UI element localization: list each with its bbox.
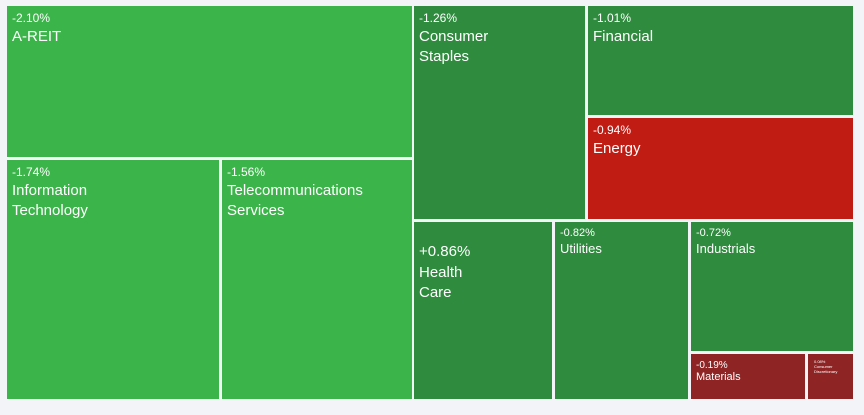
tile-label: Industrials bbox=[696, 241, 756, 256]
tile-financial[interactable]: -1.01% Financial bbox=[588, 6, 853, 115]
tile-change: -2.10% bbox=[12, 11, 51, 25]
tile-change: -0.82% bbox=[560, 227, 595, 239]
tile-industrials[interactable]: -0.72% Industrials bbox=[691, 222, 853, 351]
tile-utilities[interactable]: -0.82% Utilities bbox=[555, 222, 688, 399]
tile-label: Information Technology bbox=[12, 182, 88, 219]
tile-label: Energy bbox=[593, 140, 641, 157]
tile-change: -0.19% bbox=[696, 360, 728, 371]
tile-change: -0.72% bbox=[696, 227, 731, 239]
tile-change: -1.74% bbox=[12, 165, 51, 179]
tile-change: -0.94% bbox=[593, 123, 632, 137]
tile-change: +0.86% bbox=[419, 243, 471, 260]
tile-change: -1.26% bbox=[419, 11, 458, 25]
tile-a-reit[interactable]: -2.10% A-REIT bbox=[7, 6, 412, 157]
tile-energy[interactable]: -0.94% Energy bbox=[588, 118, 853, 219]
tile-label: Consumer Discretionary bbox=[814, 364, 838, 374]
tile-change: -1.56% bbox=[227, 165, 266, 179]
tile-label: Materials bbox=[696, 371, 741, 383]
tile-materials[interactable]: -0.19% Materials bbox=[691, 354, 805, 399]
tile-label: Utilities bbox=[560, 241, 602, 256]
tile-label: Telecommunications Services bbox=[227, 182, 363, 219]
tile-consumer-staples[interactable]: -1.26% Consumer Staples bbox=[414, 6, 585, 219]
tile-change: -1.01% bbox=[593, 11, 632, 25]
tile-information-technology[interactable]: -1.74% Information Technology bbox=[7, 160, 219, 399]
tile-telecommunications-services[interactable]: -1.56% Telecommunications Services bbox=[222, 160, 412, 399]
tile-label: Financial bbox=[593, 28, 654, 45]
tile-label: A-REIT bbox=[12, 28, 62, 45]
tile-health-care[interactable]: +0.86% Health Care bbox=[414, 222, 552, 399]
tile-label: Health Care bbox=[419, 264, 463, 301]
tile-consumer-discretionary[interactable]: 0.08% Consumer Discretionary bbox=[808, 354, 853, 399]
tile-change: 0.08% bbox=[814, 359, 826, 364]
tile-label: Consumer Staples bbox=[419, 28, 489, 65]
